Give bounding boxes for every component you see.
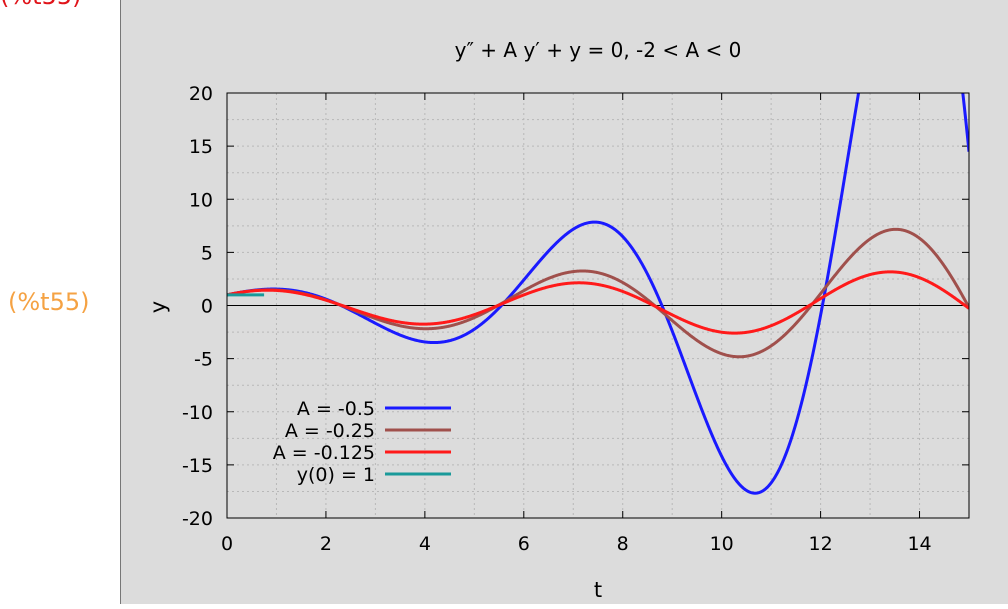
x-axis-label: t xyxy=(594,578,602,602)
x-tick-label: 8 xyxy=(617,533,629,555)
y-tick-label: -5 xyxy=(194,349,213,371)
y-tick-label: -15 xyxy=(182,455,213,477)
series-line-3 xyxy=(227,270,969,335)
legend-label-2: A = -0.25 xyxy=(285,420,375,442)
legend-label-4: y(0) = 1 xyxy=(297,464,375,486)
x-tick-label: 6 xyxy=(518,533,530,555)
y-tick-label: 15 xyxy=(189,136,213,158)
plot-border xyxy=(226,92,970,519)
y-tick-label: -10 xyxy=(182,402,213,424)
output-cell-label: (%t55) xyxy=(8,288,90,316)
y-tick-label: 10 xyxy=(189,189,213,211)
y-tick-label: -20 xyxy=(182,508,213,530)
y-tick-label: 20 xyxy=(189,83,213,105)
chart-title: y″ + A y′ + y = 0, -2 < A < 0 xyxy=(455,38,742,62)
series-line-2 xyxy=(227,227,969,359)
x-tick-label: 4 xyxy=(419,533,431,555)
x-tick-label: 12 xyxy=(809,533,833,555)
previous-cell-label-fragment: (%t55) xyxy=(0,0,110,8)
x-tick-label: 0 xyxy=(221,533,233,555)
y-axis-label: y xyxy=(146,301,170,313)
y-tick-label: 0 xyxy=(201,296,213,318)
y-tick-label: 5 xyxy=(201,242,213,264)
x-tick-label: 2 xyxy=(320,533,332,555)
ode-solution-chart: y″ + A y′ + y = 0, -2 < A < 0 0 2 4 6 8 10 12 1… xyxy=(146,38,970,602)
x-tick-label: 10 xyxy=(710,533,734,555)
previous-cell-label: (%t55) xyxy=(0,0,110,8)
plot-frame: y″ + A y′ + y = 0, -2 < A < 0 0 2 4 6 8 10 12 1… xyxy=(120,0,1008,604)
legend-label-1: A = -0.5 xyxy=(297,398,375,420)
legend-label-3: A = -0.125 xyxy=(273,442,375,464)
x-tick-label: 14 xyxy=(907,533,931,555)
